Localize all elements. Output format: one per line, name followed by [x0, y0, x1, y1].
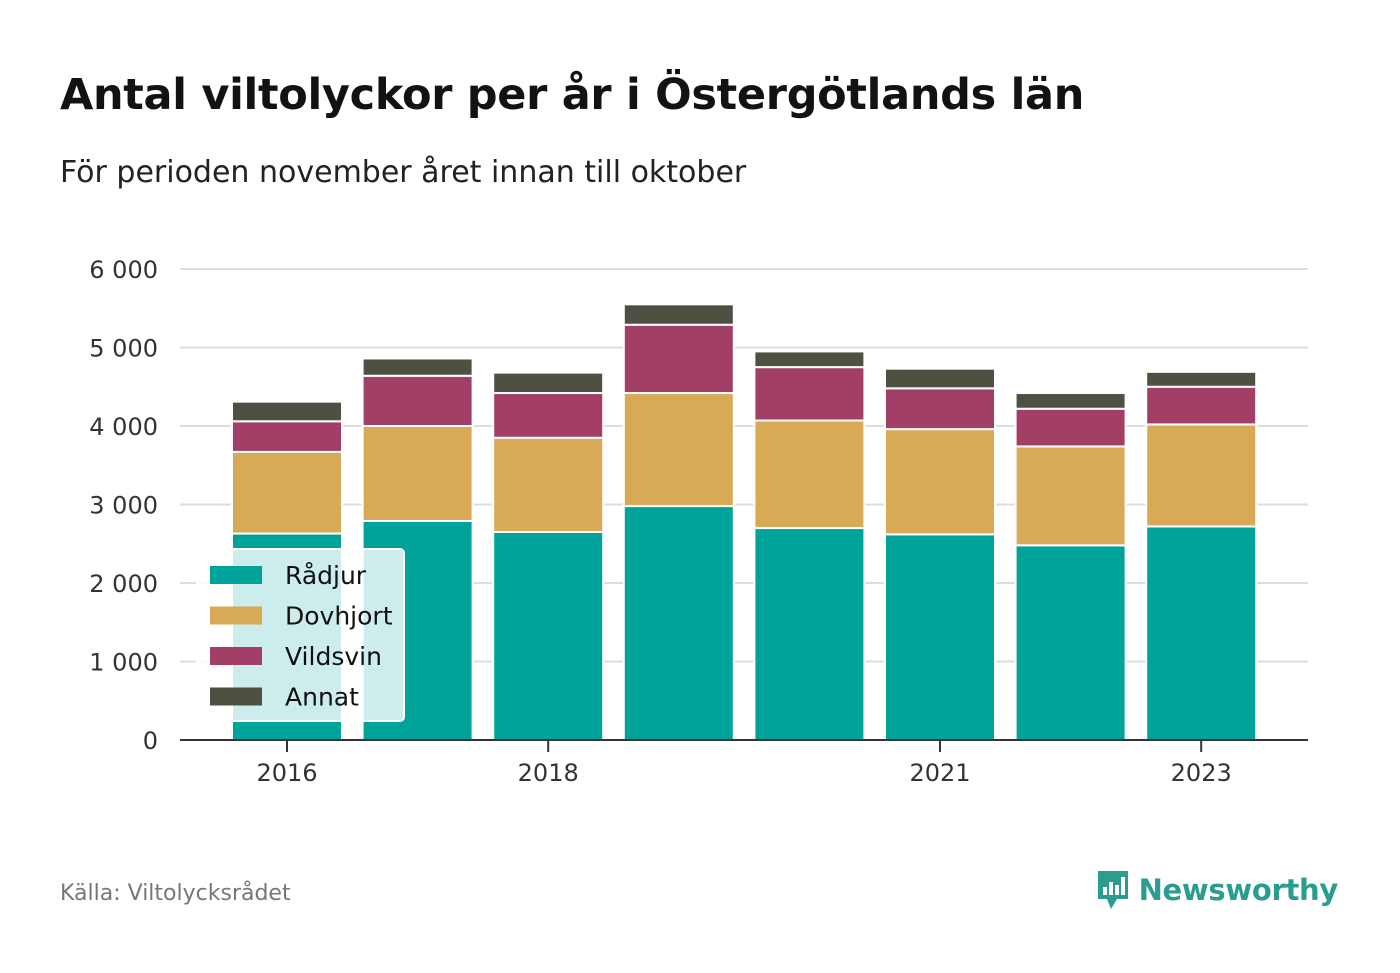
y-tick-label: 4 000: [89, 413, 158, 441]
bar-segment-rådjur: [622, 505, 735, 741]
bar-segment-dovhjort: [1014, 445, 1127, 547]
bar-segment-rådjur: [492, 530, 605, 741]
bar-segment-dovhjort: [231, 450, 343, 535]
brand-logo: Newsworthy: [1095, 868, 1338, 912]
legend-label: Vildsvin: [285, 642, 382, 671]
bar-segment-vildsvin: [361, 374, 474, 428]
y-tick-label: 5 000: [89, 335, 158, 363]
x-tick-label: 2023: [1171, 759, 1232, 787]
y-tick-label: 3 000: [89, 492, 158, 520]
bar-segment-dovhjort: [622, 392, 735, 508]
chart-subtitle: För perioden november året innan till ok…: [60, 155, 747, 190]
newsworthy-logo-icon: [1097, 871, 1128, 909]
x-tick-label: 2021: [909, 759, 970, 787]
legend-swatch: [210, 647, 262, 665]
bar-segment-vildsvin: [622, 323, 735, 395]
x-tick-label: 2016: [256, 759, 317, 787]
bar-segment-vildsvin: [884, 387, 996, 431]
bar-segment-dovhjort: [361, 425, 474, 522]
x-tick-label: 2018: [518, 759, 579, 787]
bar-segment-dovhjort: [492, 436, 605, 533]
bar-segment-dovhjort: [884, 428, 996, 536]
bar-segment-annat: [884, 367, 996, 390]
legend-label: Rådjur: [285, 561, 367, 590]
legend-swatch: [210, 687, 262, 706]
source-note: Källa: Viltolycksrådet: [60, 881, 291, 906]
legend-label: Annat: [285, 683, 359, 712]
bar-segment-vildsvin: [231, 420, 343, 453]
legend-label: Dovhjort: [285, 602, 393, 631]
bar-segment-annat: [1145, 370, 1258, 388]
legend-swatch: [210, 606, 262, 625]
bar-segment-annat: [361, 357, 474, 377]
bar-segment-rådjur: [1014, 544, 1127, 741]
y-tick-label: 2 000: [89, 570, 158, 598]
y-tick-label: 6 000: [89, 256, 158, 284]
y-tick-label: 1 000: [89, 649, 158, 677]
bar-segment-vildsvin: [1145, 385, 1258, 426]
legend-box: [196, 548, 405, 722]
brand-name: Newsworthy: [1138, 873, 1339, 907]
bar-segment-annat: [753, 350, 866, 369]
legend-swatch: [210, 566, 262, 584]
bar-segment-annat: [492, 371, 605, 395]
bar-segment-rådjur: [1145, 525, 1258, 741]
bar-segment-rådjur: [884, 533, 996, 742]
bar-segment-annat: [231, 400, 343, 423]
bar-segment-vildsvin: [753, 366, 866, 422]
bar-segment-vildsvin: [1014, 407, 1127, 448]
bar-segment-vildsvin: [492, 392, 605, 439]
bar-segment-annat: [622, 303, 735, 326]
bar-segment-rådjur: [753, 527, 866, 741]
bar-segment-annat: [1014, 392, 1127, 410]
bar-segment-dovhjort: [753, 419, 866, 530]
chart-title: Antal viltolyckor per år i Östergötlands…: [60, 70, 1085, 120]
bar-segment-dovhjort: [1145, 423, 1258, 528]
y-tick-label: 0: [143, 727, 158, 755]
